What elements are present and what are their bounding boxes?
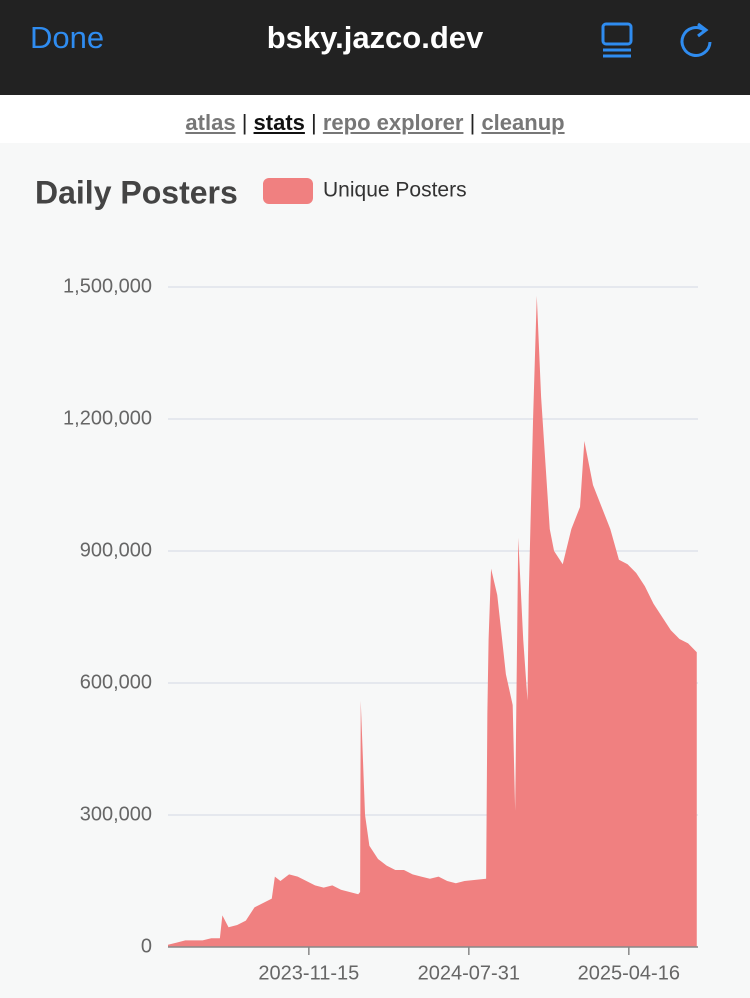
separator: |: [311, 110, 317, 135]
chart-title: Daily Posters: [35, 174, 238, 210]
separator: |: [241, 110, 248, 135]
y-tick-label: 0: [141, 935, 152, 957]
separator: |: [469, 110, 476, 135]
site-title: bsky.jazco.dev: [266, 20, 484, 55]
y-tick-label: 600,000: [80, 671, 152, 693]
area: [168, 295, 697, 947]
browser-bar: Done bsky.jazco.dev: [0, 0, 750, 95]
nav-link[interactable]: repo explorer: [322, 110, 464, 135]
y-tick-label: 1,500,000: [63, 275, 152, 297]
legend-swatch: [263, 178, 313, 204]
y-tick-label: 1,200,000: [63, 407, 152, 429]
x-tick-label: 2024-07-31: [418, 962, 520, 984]
nav-link[interactable]: atlas: [185, 110, 236, 135]
nav: atlas | stats | repo explorer | cleanup: [0, 95, 750, 143]
reload-icon[interactable]: [678, 22, 718, 62]
legend-label: Unique Posters: [323, 179, 467, 202]
x-tick-label: 2023-11-15: [258, 962, 359, 984]
nav-link[interactable]: stats: [253, 110, 305, 135]
done-button[interactable]: Done: [30, 20, 105, 55]
y-tick-label: 900,000: [80, 539, 152, 561]
reader-icon[interactable]: [600, 22, 636, 62]
x-tick-label: 2025-04-16: [578, 962, 680, 984]
y-tick-label: 300,000: [80, 803, 152, 825]
nav-link[interactable]: cleanup: [481, 110, 565, 135]
